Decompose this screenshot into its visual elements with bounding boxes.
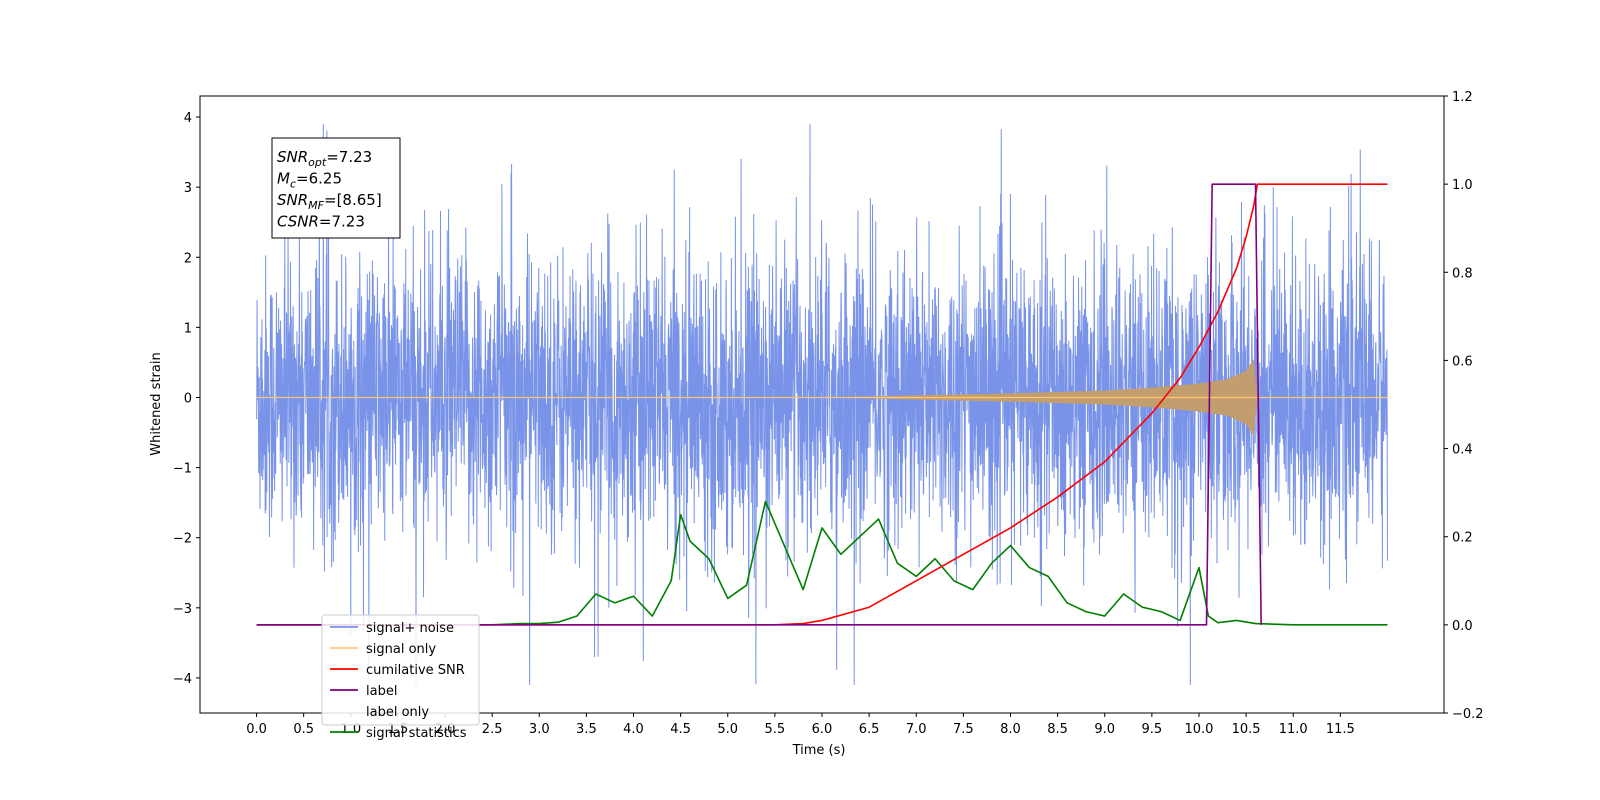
x-tick-label: 9.0 [1094, 722, 1115, 737]
y-tick-label: 1 [184, 321, 192, 336]
annotation-line: Mc=6.25 [277, 170, 342, 191]
x-tick-label: 4.0 [623, 722, 644, 737]
x-tick-label: 0.5 [293, 722, 314, 737]
y2-tick-label: 0.4 [1452, 443, 1473, 458]
x-tick-label: 0.0 [246, 722, 267, 737]
y2-tick-label: 0.2 [1452, 531, 1473, 546]
annotation-line: CSNR=7.23 [277, 213, 365, 231]
x-tick-label: 11.0 [1279, 722, 1308, 737]
y2-tick-label: 0.6 [1452, 354, 1473, 369]
y-axis-right: −0.2 0.0 0.2 0.4 0.6 0.8 1.0 1.2 [1444, 90, 1484, 722]
y-tick-label: 2 [184, 251, 192, 266]
x-tick-label: 1.5 [388, 722, 409, 737]
x-tick-label: 4.5 [670, 722, 691, 737]
x-tick-label: 10.5 [1232, 722, 1261, 737]
y-tick-label: 0 [184, 391, 192, 406]
legend-label: label [366, 684, 397, 699]
x-tick-label: 8.0 [1000, 722, 1021, 737]
y-tick-label: −1 [173, 462, 192, 477]
x-tick-label: 5.0 [717, 722, 738, 737]
x-tick-label: 7.5 [953, 722, 974, 737]
plot-area [256, 124, 1388, 685]
x-tick-label: 11.5 [1326, 722, 1355, 737]
annotation-line: SNRopt=7.23 [277, 148, 372, 169]
x-tick-label: 1.0 [340, 722, 361, 737]
x-tick-label: 10.0 [1184, 722, 1213, 737]
y2-tick-label: −0.2 [1452, 707, 1484, 722]
y-tick-label: −3 [173, 602, 192, 617]
x-axis-label: Time (s) [792, 743, 846, 758]
y-axis-left: −4 −3 −2 −1 0 1 2 3 4 [173, 111, 200, 687]
right-axis-series [256, 183, 1388, 626]
x-tick-label: 5.5 [765, 722, 786, 737]
x-tick-label: 6.5 [859, 722, 880, 737]
series-line-cumilative-snr [256, 183, 1388, 626]
x-tick-label: 9.5 [1142, 722, 1163, 737]
x-tick-label: 3.5 [576, 722, 597, 737]
legend-label: signal+ noise [366, 621, 454, 636]
x-tick-label: 7.0 [906, 722, 927, 737]
series-line-label [256, 183, 1262, 626]
series-signal-only [256, 358, 1388, 437]
y2-tick-label: 0.8 [1452, 266, 1473, 281]
legend: signal+ noise signal only cumilative SNR la… [321, 614, 480, 741]
x-tick-label: 6.0 [812, 722, 833, 737]
series-line-signal-statistics [256, 500, 1388, 626]
legend-label: signal only [366, 642, 436, 657]
legend-label: label only [366, 705, 429, 720]
legend-label: signal statistics [366, 726, 467, 741]
y2-tick-label: 1.2 [1452, 90, 1473, 105]
y-tick-label: −2 [173, 532, 192, 547]
y2-tick-label: 1.0 [1452, 178, 1473, 193]
x-tick-label: 8.5 [1047, 722, 1068, 737]
x-tick-label: 3.0 [529, 722, 550, 737]
y-axis-label: Whitened strain [149, 352, 164, 455]
legend-label: cumilative SNR [366, 663, 465, 678]
y2-tick-label: 0.0 [1452, 619, 1473, 634]
x-axis: 0.0 0.5 1.0 1.5 2.0 2.5 3.0 3.5 4.0 4.5 5.0 5.5 6.0 6… [246, 713, 1355, 737]
x-tick-label: 2.0 [435, 722, 456, 737]
y-tick-label: −4 [173, 672, 192, 687]
y-tick-label: 3 [184, 181, 192, 196]
legend-frame [321, 614, 480, 726]
annotation-line: SNRMF=[8.65] [277, 191, 382, 212]
annotation-frame [271, 137, 401, 239]
x-tick-label: 2.5 [482, 722, 503, 737]
y-tick-label: 4 [184, 111, 192, 126]
